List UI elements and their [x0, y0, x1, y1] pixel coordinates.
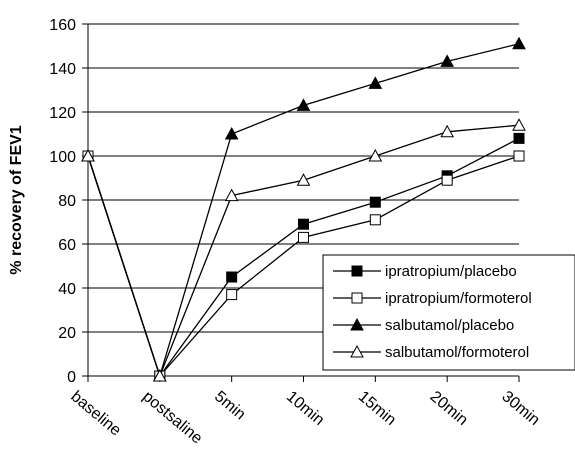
data-point: [152, 368, 167, 382]
x-tick-label: 20min: [427, 388, 471, 429]
y-tick-label: 20: [58, 325, 76, 342]
legend-item: salbutamol/formoterol: [333, 344, 529, 361]
data-point: [513, 132, 525, 144]
data-point: [296, 173, 311, 186]
legend: ipratropium/placebo ipratropium/formotero…: [322, 254, 575, 371]
data-point: [226, 271, 238, 283]
y-tick-label: 60: [58, 237, 76, 254]
data-point: [298, 231, 309, 243]
legend-marker: [350, 344, 364, 358]
series-3: [81, 118, 526, 382]
series-layer: [81, 36, 526, 382]
legend-label: ipratropium/formoterol: [385, 290, 532, 307]
data-point: [368, 148, 383, 162]
y-tick-label: 140: [49, 61, 76, 78]
legend-label: ipratropium/placebo: [385, 263, 517, 280]
data-point: [224, 126, 239, 140]
y-tick-label: 100: [49, 149, 76, 166]
data-point: [81, 148, 95, 162]
x-tick-label: 5min: [211, 388, 248, 423]
data-point: [512, 36, 526, 50]
x-tick-labels: baseline postsaline 5min 10min 15min 20min 30m…: [67, 388, 542, 447]
y-tick-label: 80: [58, 193, 76, 210]
data-point: [369, 214, 381, 226]
y-tick-label: 0: [67, 369, 76, 386]
data-point: [296, 98, 311, 111]
data-point: [224, 188, 239, 202]
data-point: [440, 54, 455, 67]
data-point: [440, 124, 455, 138]
legend-label: salbutamol/formoterol: [385, 344, 529, 361]
data-point: [513, 150, 525, 162]
legend-marker: [351, 292, 363, 304]
y-tick-label: 120: [49, 105, 76, 122]
y-axis-label: % recovery of FEV1: [8, 125, 25, 275]
y-tick-label: 40: [58, 281, 76, 298]
x-tick-label: 10min: [283, 388, 327, 429]
data-point: [441, 174, 453, 186]
legend-label: salbutamol/placebo: [385, 317, 514, 334]
y-tick-labels: 0 20 40 60 80 100 120 140 160: [49, 17, 76, 386]
legend-marker: [351, 265, 363, 277]
data-point: [368, 76, 383, 89]
y-tick-label: 160: [49, 17, 76, 34]
legend-marker: [350, 317, 364, 331]
data-point: [512, 118, 526, 131]
x-tick-label: 30min: [498, 388, 542, 429]
legend-item: ipratropium/formoterol: [333, 290, 532, 307]
data-point: [369, 196, 381, 208]
x-tick-label: postsaline: [139, 388, 205, 447]
x-tick-label: baseline: [67, 388, 124, 439]
gridlines: [88, 23, 519, 333]
data-point: [298, 218, 309, 230]
legend-item: salbutamol/placebo: [333, 317, 514, 334]
legend-box: [322, 254, 575, 371]
data-point: [226, 289, 238, 301]
x-tick-label: 15min: [355, 388, 399, 429]
legend-item: ipratropium/placebo: [333, 263, 517, 280]
